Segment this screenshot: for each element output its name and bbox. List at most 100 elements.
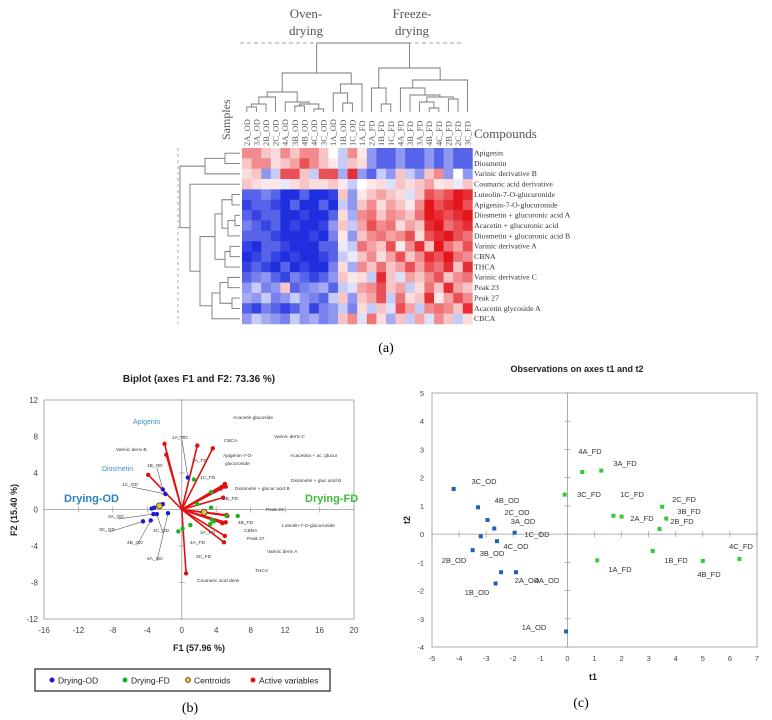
heatmap-grid (242, 148, 473, 325)
heatmap-cell (376, 241, 387, 252)
heatmap-cell (261, 251, 272, 263)
observations-x-tick: 6 (728, 654, 732, 663)
heatmap-cell (405, 220, 416, 232)
observation-label: 4C_OD (503, 542, 529, 551)
heatmap-cell (309, 241, 320, 252)
heatmap-cell (453, 303, 464, 314)
observation-label: 2C_FD (672, 495, 696, 504)
heatmap-cell (424, 230, 435, 242)
heatmap-cell (453, 292, 464, 304)
observation-label: 1A_OD (522, 623, 547, 632)
observation-label: 1C_OD (524, 530, 550, 539)
variable-point (222, 533, 228, 539)
heatmap-cell (386, 199, 396, 211)
heatmap-cell (414, 199, 425, 211)
dendrogram-branch (426, 96, 454, 102)
sample-label: 4A_FD (395, 120, 405, 146)
od-observation-point (512, 530, 517, 535)
sample-label: 3A_OD (251, 119, 261, 146)
heatmap-cell (347, 189, 358, 201)
heatmap-cell (357, 168, 368, 180)
observation-label: 4A_FD (190, 540, 205, 546)
sample-label: 1B_OD (338, 120, 348, 146)
observation-label: 4B_OD (127, 540, 143, 546)
heatmap-cell (309, 158, 320, 169)
biplot-x-axis-label: F1 (57.96 %) (173, 643, 225, 653)
heatmap-cell (395, 230, 406, 242)
heatmap-cell (376, 158, 387, 169)
variable-point (195, 443, 200, 448)
heatmap-cell (462, 210, 473, 221)
heatmap-cell (290, 261, 300, 273)
heatmap-cell (366, 210, 377, 221)
drying-fd-group-label: Drying-FD (305, 493, 358, 505)
heatmap-cell (280, 292, 291, 304)
heatmap-cell (347, 282, 358, 294)
compound-label: Peak 27 (474, 293, 499, 302)
heatmap-cell (405, 179, 416, 190)
heatmap-cell (299, 303, 310, 314)
heatmap-cell (251, 251, 262, 263)
heatmap-cell (309, 220, 320, 232)
heatmap-cell (376, 168, 387, 180)
heatmap-cell (395, 272, 406, 283)
heatmap-cell (434, 313, 444, 325)
label-leader-line (117, 513, 154, 520)
heatmap-cell (386, 241, 396, 252)
heatmap-cell (366, 199, 377, 211)
heatmap-cell (318, 189, 329, 201)
heatmap-cell (376, 220, 387, 232)
sample-label: 3C_FD (463, 121, 473, 146)
heatmap-cell (386, 189, 396, 201)
heatmap-cell (280, 199, 291, 211)
observations-x-axis-label: t1 (589, 672, 597, 682)
heatmap-cell (251, 158, 262, 169)
label-leader-line (131, 486, 166, 495)
variable-point (220, 495, 226, 500)
observation-label: 4C_OD (153, 528, 170, 534)
heatmap-cell (251, 303, 262, 314)
heatmap-cell (318, 251, 329, 263)
sample-label: 1A_FD (357, 120, 367, 146)
heatmap-cell (414, 168, 425, 180)
dendrogram-branch (447, 98, 459, 112)
observation-label: 3B_OD (480, 549, 505, 558)
dendrogram-branch (294, 105, 305, 112)
heatmap-cell (309, 251, 320, 263)
observations-y-tick: -1 (417, 558, 424, 567)
heatmap-cell (386, 282, 396, 294)
heatmap-cell (434, 272, 444, 283)
heatmap-cell (453, 282, 464, 294)
dendrogram-branch (313, 108, 325, 112)
heatmap-cell (443, 189, 454, 201)
heatmap-cell (242, 148, 252, 159)
heatmap-cell (261, 189, 272, 201)
heatmap-cell (309, 303, 320, 314)
heatmap-cell (434, 210, 444, 221)
sample-label: 2A_OD (242, 119, 252, 146)
heatmap-cell (242, 220, 252, 232)
legend-marker (122, 677, 128, 683)
heatmap-cell (309, 313, 320, 325)
variable-label: Coumaric acid deriv (197, 578, 240, 584)
observation-label: 1C_FD (200, 475, 216, 481)
variable-point (221, 540, 227, 545)
compound-label: Diosmetin + glucuronic acid A (474, 211, 571, 220)
fd-observation-point (195, 501, 200, 507)
variable-label: Diosmetin + glucur acid B (235, 486, 290, 492)
heatmap-cell (414, 230, 425, 242)
heatmap-cell (270, 230, 281, 242)
heatmap-cell (347, 261, 358, 273)
heatmap-cell (462, 272, 473, 283)
compound-label: CBCA (474, 314, 496, 323)
heatmap-cell (386, 179, 396, 190)
variable-vector (181, 448, 214, 510)
heatmap-cell (462, 230, 473, 242)
variable-vector (181, 508, 226, 537)
heatmap-cell (290, 272, 300, 283)
heatmap-cell (242, 179, 252, 190)
heatmap-cell (453, 251, 464, 263)
sample-label: 4B_FD (424, 121, 434, 146)
heatmap-cell (280, 230, 291, 242)
heatmap-cell (318, 210, 329, 221)
